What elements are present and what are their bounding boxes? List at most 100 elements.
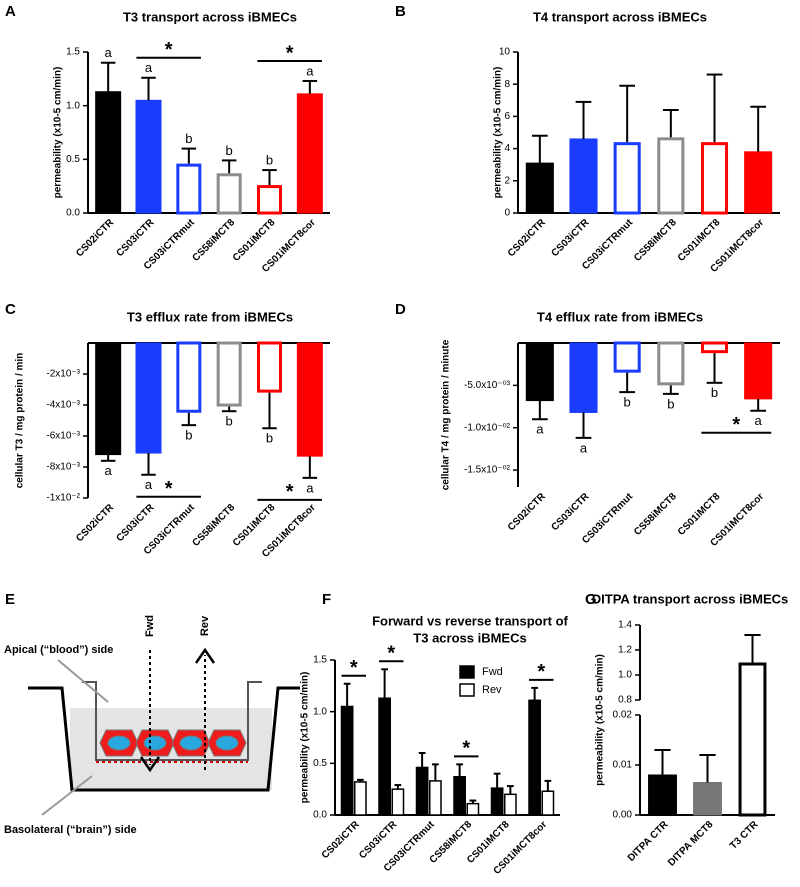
bar	[296, 93, 323, 214]
chart-title: DITPA transport across iBMECs	[592, 591, 789, 606]
apical-label: Apical (“blood”) side	[4, 644, 113, 656]
bar	[613, 142, 641, 215]
bar	[657, 137, 685, 215]
bar	[135, 99, 162, 214]
y-axis-label: cellular T3 / mg protein / min	[15, 353, 26, 489]
y-tick-label: -6x10⁻³	[46, 431, 80, 442]
bar	[700, 142, 729, 215]
bar	[354, 781, 367, 816]
cells	[99, 729, 247, 757]
rev-arrowhead	[194, 647, 216, 664]
chart-title: Forward vs reverse transport of	[372, 613, 568, 628]
y-tick-label: 0.5	[66, 154, 80, 165]
bar	[176, 163, 202, 215]
y-tick-label: 2	[504, 175, 510, 186]
panel-letter: E	[5, 591, 15, 608]
basolateral-label: Basolateral (“brain”) side	[4, 824, 137, 836]
y-tick-label: 0.8	[618, 695, 632, 706]
group-letter: b	[624, 395, 631, 410]
fwd-label: Fwd	[144, 615, 156, 637]
chart-title: T4 efflux rate from iBMECs	[537, 309, 703, 324]
bar	[256, 341, 283, 393]
bar	[525, 162, 554, 214]
chart-title: T3 transport across iBMECs	[123, 9, 297, 24]
significance-star: *	[732, 414, 740, 436]
group-letter: a	[145, 477, 153, 492]
group-letter: a	[145, 60, 153, 75]
significance-star: *	[462, 738, 470, 760]
significance-star: *	[165, 39, 173, 61]
bar	[648, 774, 677, 816]
bar	[700, 341, 729, 354]
y-tick-label: 0.02	[613, 710, 633, 721]
legend-label: Fwd	[482, 666, 503, 678]
group-letter: a	[536, 422, 544, 437]
bar	[738, 662, 767, 817]
significance-star: *	[286, 481, 294, 503]
significance-star: *	[537, 661, 545, 683]
y-tick-label: -4x10⁻³	[46, 400, 80, 411]
y-axis-label: cellular T4 / mg protein / minute	[441, 339, 452, 490]
y-tick-label: 0.0	[66, 208, 80, 219]
bar	[135, 342, 162, 454]
significance-star: *	[286, 42, 294, 64]
bar	[429, 780, 442, 816]
y-tick-label: 0.0	[313, 810, 327, 821]
group-letter: b	[226, 414, 233, 429]
y-tick-label: 1.0	[313, 706, 327, 717]
x-tick-label: DITPA CTR	[626, 819, 671, 864]
bar	[216, 341, 242, 407]
group-letter: a	[306, 480, 314, 495]
group-letter: b	[667, 396, 674, 411]
y-tick-label: 1.2	[618, 645, 632, 656]
x-tick-label: CS03iCTR	[550, 217, 593, 260]
bar	[569, 138, 598, 214]
panel-letter: C	[5, 301, 16, 318]
y-tick-label: 1.5	[313, 655, 327, 666]
y-tick-label: 0.5	[313, 758, 327, 769]
group-letter: a	[755, 413, 763, 428]
bar	[378, 697, 391, 816]
x-tick-label: CS02iCTR	[74, 217, 117, 260]
bar	[541, 790, 555, 816]
bar	[256, 185, 283, 215]
x-tick-label: CS03iCTR	[550, 491, 593, 534]
bar	[693, 782, 722, 816]
group-letter: b	[226, 143, 233, 158]
x-tick-label: CS02iCTR	[506, 491, 549, 534]
legend-swatch	[459, 683, 475, 697]
bar	[744, 342, 773, 400]
x-tick-label: DITPA MCT8	[666, 819, 716, 869]
y-tick-label: 8	[504, 79, 510, 90]
pointer	[41, 775, 93, 816]
group-letter: a	[105, 463, 113, 478]
group-letter: a	[306, 63, 314, 78]
bar	[453, 776, 466, 816]
y-tick-label: -1x10⁻²	[46, 493, 80, 504]
group-letter: b	[711, 385, 718, 400]
panel-letter: F	[322, 591, 331, 608]
bar	[466, 802, 480, 816]
y-tick-label: -2x10⁻³	[46, 369, 80, 380]
legend-swatch	[459, 665, 475, 679]
bar	[613, 341, 641, 373]
bar	[528, 699, 541, 816]
bar	[744, 151, 773, 214]
x-tick-label: CS58iMCT8	[632, 491, 679, 538]
significance-star: *	[165, 478, 173, 500]
group-letter: b	[266, 431, 273, 446]
bar	[569, 342, 598, 413]
bar	[391, 788, 405, 816]
diagram-e: E Fwd Rev Apical (“blood”) side Basolate…	[4, 591, 300, 836]
y-tick-label: -5.0x10⁻⁰³	[464, 380, 511, 391]
y-tick-label: -8x10⁻³	[46, 462, 80, 473]
x-tick-label: CS02iCTR	[320, 819, 363, 862]
y-axis-label: permeability (x10-5 cm/min)	[53, 67, 64, 199]
chart-title: T3 efflux rate from iBMECs	[127, 309, 293, 324]
bar	[95, 342, 122, 456]
significance-star: *	[350, 657, 358, 679]
group-letter: b	[266, 153, 273, 168]
bar	[504, 793, 517, 816]
group-letter: a	[105, 45, 113, 60]
x-tick-label: CS02iCTR	[506, 217, 549, 260]
